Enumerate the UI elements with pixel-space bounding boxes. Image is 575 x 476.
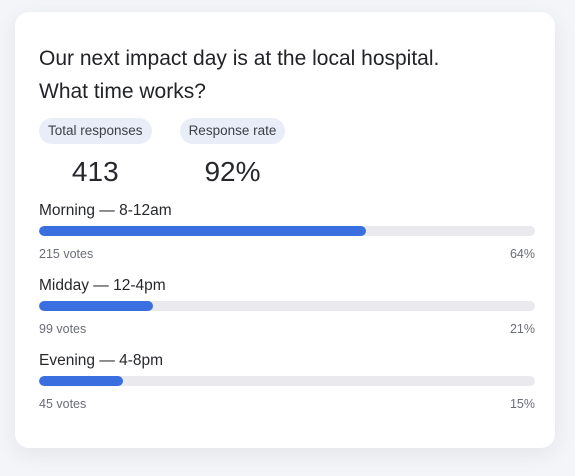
option-meta: 215 votes 64%: [39, 246, 535, 262]
total-responses-label: Total responses: [39, 118, 152, 144]
response-rate-value: 92%: [204, 156, 261, 187]
option-votes: 99 votes: [39, 322, 87, 336]
poll-option-evening: Evening — 4-8pm 45 votes 15%: [39, 351, 535, 426]
progress-fill: [39, 226, 367, 236]
stat-response-rate: Response rate 92%: [179, 118, 286, 189]
poll-question: Our next impact day is at the local hosp…: [39, 42, 535, 108]
option-percent: 15%: [509, 397, 535, 411]
option-votes: 215 votes: [39, 247, 94, 261]
total-responses-value: 413: [71, 156, 119, 187]
progress-track: [39, 301, 535, 311]
option-label: Morning — 8-12am: [39, 202, 172, 219]
progress-fill: [39, 301, 154, 311]
option-percent: 21%: [509, 322, 535, 336]
poll-option-midday: Midday — 12-4pm 99 votes 21%: [39, 276, 535, 351]
poll-question-line-2: What time works?: [39, 80, 206, 103]
option-meta: 99 votes 21%: [39, 321, 535, 337]
option-percent: 64%: [509, 247, 535, 261]
option-label: Evening — 4-8pm: [39, 352, 164, 369]
progress-track: [39, 376, 535, 386]
option-votes: 45 votes: [39, 397, 87, 411]
progress-track: [39, 226, 535, 236]
option-meta: 45 votes 15%: [39, 396, 535, 412]
poll-card: Our next impact day is at the local hosp…: [15, 12, 555, 448]
stat-total-responses: Total responses 413: [39, 118, 152, 189]
poll-stats: Total responses 413 Response rate 92%: [39, 118, 535, 189]
poll-options: Morning — 8-12am 215 votes 64% Midday — …: [39, 201, 535, 426]
poll-question-line-1: Our next impact day is at the local hosp…: [39, 47, 440, 70]
progress-fill: [39, 376, 124, 386]
poll-option-morning: Morning — 8-12am 215 votes 64%: [39, 201, 535, 276]
response-rate-label: Response rate: [179, 118, 286, 144]
option-label: Midday — 12-4pm: [39, 277, 166, 294]
